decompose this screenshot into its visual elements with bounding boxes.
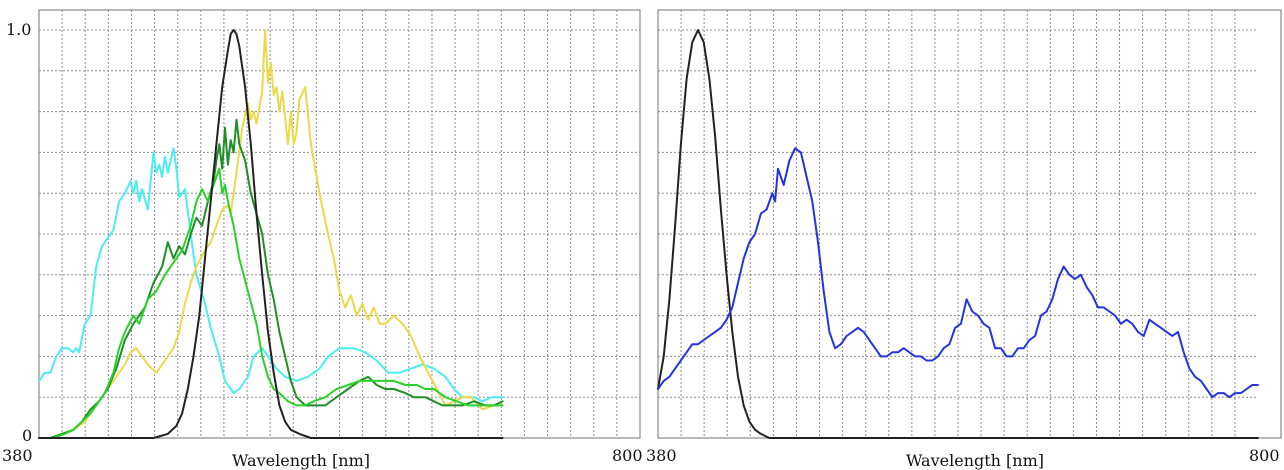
right-plot-frame: [657, 9, 1282, 439]
right-x-tick-max: 800: [1249, 446, 1280, 465]
left-series-line-3: [38, 167, 504, 439]
right-x-axis-label: Wavelength [nm]: [906, 451, 1044, 470]
right-x-tick-min: 380: [646, 446, 677, 465]
right-series-group: [657, 29, 1259, 439]
left-y-tick-max: 1.0: [6, 20, 31, 39]
left-x-tick-max: 800: [612, 446, 643, 465]
left-series-group: [38, 29, 504, 439]
right-grid: [658, 10, 1258, 438]
right-series-line-1: [657, 147, 1259, 399]
left-y-tick-min: 0: [22, 426, 32, 445]
right-series-line-0: [657, 29, 1259, 439]
left-series-line-1: [38, 29, 504, 439]
left-grid: [39, 10, 640, 438]
left-x-axis-label: Wavelength [nm]: [232, 451, 370, 470]
left-x-tick-min: 380: [2, 446, 33, 465]
left-spectrum-chart: 1.0 0 380 800 Wavelength [nm]: [2, 9, 643, 470]
left-series-line-4: [38, 29, 504, 439]
right-spectrum-chart: 380 800 Wavelength [nm]: [646, 9, 1282, 470]
